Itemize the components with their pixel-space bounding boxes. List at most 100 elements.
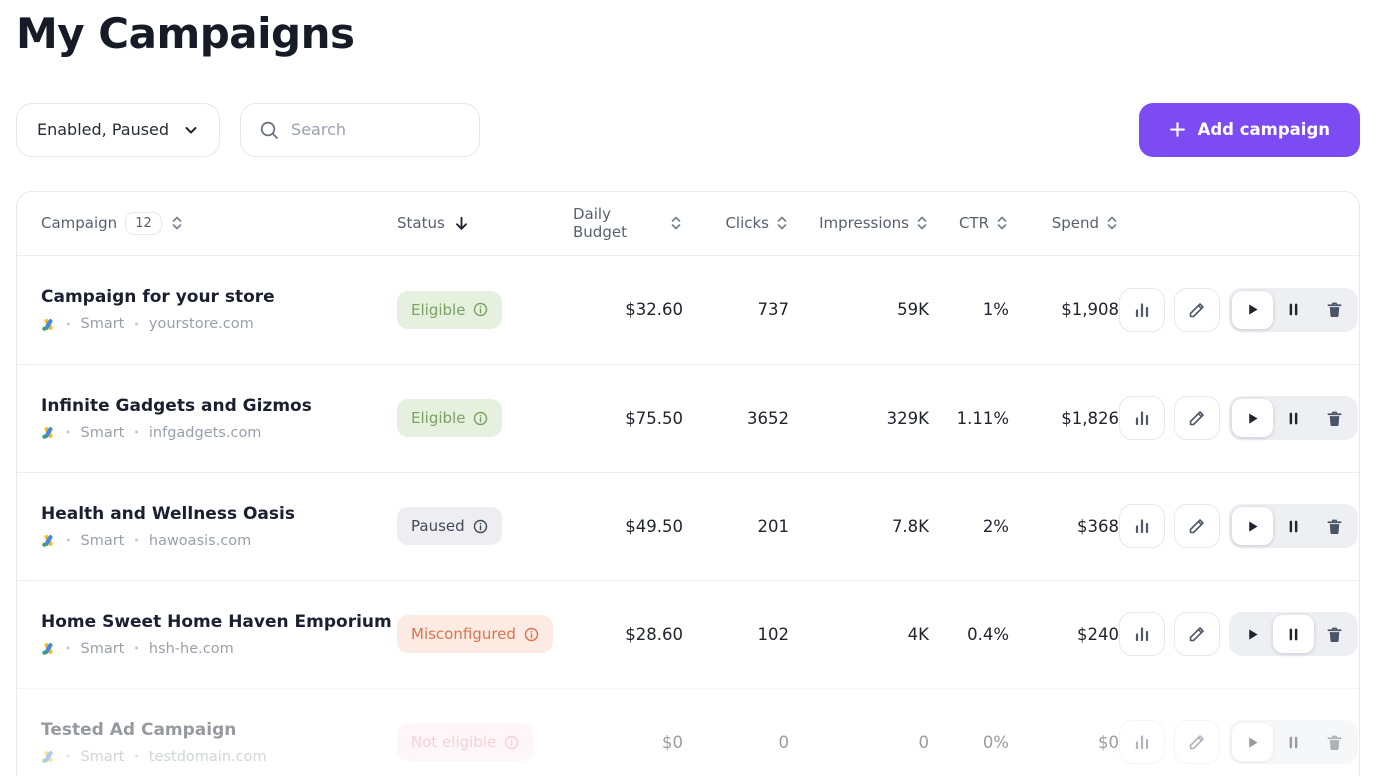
play-button[interactable]	[1232, 615, 1273, 653]
pause-icon	[1286, 302, 1301, 317]
add-campaign-button[interactable]: Add campaign	[1138, 102, 1360, 157]
delete-button[interactable]	[1314, 615, 1355, 653]
stats-button[interactable]	[1119, 720, 1165, 764]
sort-icon[interactable]	[1105, 215, 1119, 231]
campaign-name[interactable]: Health and Wellness Oasis	[41, 503, 295, 524]
info-icon[interactable]	[473, 411, 488, 426]
campaign-cell: Health and Wellness Oasis • Smart • hawo…	[41, 504, 397, 549]
google-ads-icon	[41, 425, 56, 440]
delete-button[interactable]	[1314, 723, 1355, 761]
row-actions	[1119, 287, 1358, 332]
campaign-name[interactable]: Infinite Gadgets and Gizmos	[41, 395, 312, 416]
table-row: Health and Wellness Oasis • Smart • hawo…	[17, 471, 1359, 580]
table-row: Home Sweet Home Haven Emporium • Smart •…	[17, 579, 1359, 688]
table-row: Campaign for your store • Smart • yourst…	[17, 256, 1359, 364]
campaign-count-badge: 12	[125, 211, 162, 235]
clicks-value: 0	[778, 732, 790, 752]
search-input[interactable]	[291, 120, 462, 139]
campaign-domain: infgadgets.com	[148, 424, 262, 441]
search-box[interactable]	[240, 102, 481, 157]
info-icon[interactable]	[473, 519, 488, 534]
ctr-value: 0.4%	[967, 624, 1009, 644]
campaign-cell: Infinite Gadgets and Gizmos • Smart • in…	[41, 396, 397, 441]
daily-budget-value: $75.50	[625, 408, 683, 428]
column-header-ctr[interactable]: CTR	[929, 214, 1009, 232]
add-campaign-label: Add campaign	[1197, 120, 1330, 139]
daily-budget-value: $0	[662, 732, 683, 752]
pause-icon	[1286, 411, 1301, 426]
edit-button[interactable]	[1174, 287, 1220, 332]
column-header-status[interactable]: Status	[397, 214, 573, 232]
edit-button[interactable]	[1174, 504, 1220, 548]
pause-button[interactable]	[1273, 291, 1314, 329]
sort-icon[interactable]	[669, 215, 683, 231]
pencil-icon	[1187, 408, 1207, 428]
edit-button[interactable]	[1174, 396, 1220, 440]
sort-icon[interactable]	[995, 215, 1009, 231]
pause-button[interactable]	[1273, 507, 1314, 545]
campaign-name[interactable]: Home Sweet Home Haven Emporium	[41, 611, 392, 632]
play-button[interactable]	[1232, 723, 1273, 761]
campaign-name[interactable]: Tested Ad Campaign	[41, 719, 237, 740]
column-header-daily-budget[interactable]: Daily Budget	[573, 205, 683, 241]
column-header-clicks[interactable]: Clicks	[683, 214, 789, 232]
bar-chart-icon	[1132, 624, 1152, 644]
page-title: My Campaigns	[16, 9, 355, 58]
pause-icon	[1286, 735, 1301, 750]
ctr-value: 2%	[982, 516, 1009, 536]
stats-button[interactable]	[1119, 396, 1165, 440]
stats-button[interactable]	[1119, 612, 1165, 656]
info-icon[interactable]	[504, 735, 519, 750]
status-filter-value: Enabled, Paused	[37, 120, 170, 139]
pencil-icon	[1187, 300, 1207, 320]
spend-value: $0	[1098, 732, 1119, 752]
campaign-name[interactable]: Campaign for your store	[41, 287, 275, 307]
pause-button[interactable]	[1273, 615, 1314, 653]
campaign-header-label: Campaign	[41, 214, 118, 232]
column-header-spend[interactable]: Spend	[1009, 214, 1119, 232]
info-icon[interactable]	[473, 302, 488, 317]
spend-value: $1,908	[1061, 300, 1119, 319]
campaign-type: Smart	[80, 532, 125, 549]
sort-icon[interactable]	[170, 215, 184, 231]
daily-budget-header-label: Daily Budget	[573, 205, 627, 241]
info-icon[interactable]	[524, 627, 539, 642]
pause-icon	[1286, 627, 1301, 642]
column-header-campaign[interactable]: Campaign 12	[41, 211, 397, 235]
status-header-label: Status	[397, 214, 445, 232]
ctr-value: 0%	[982, 732, 1009, 752]
trash-icon	[1326, 410, 1343, 427]
bar-chart-icon	[1132, 300, 1152, 320]
status-badge: Paused	[397, 507, 502, 545]
pencil-icon	[1187, 624, 1207, 644]
delete-button[interactable]	[1314, 399, 1355, 437]
play-button[interactable]	[1232, 507, 1273, 545]
play-icon	[1245, 302, 1260, 317]
daily-budget-value: $28.60	[625, 624, 683, 644]
stats-button[interactable]	[1119, 287, 1165, 332]
edit-button[interactable]	[1174, 612, 1220, 656]
play-button[interactable]	[1232, 399, 1273, 437]
status-filter-dropdown[interactable]: Enabled, Paused	[16, 102, 221, 157]
arrow-down-icon[interactable]	[453, 215, 470, 232]
pause-button[interactable]	[1273, 723, 1314, 761]
play-button[interactable]	[1232, 290, 1273, 329]
dot-separator: •	[133, 317, 140, 331]
daily-budget-value: $49.50	[625, 516, 683, 536]
stats-button[interactable]	[1119, 504, 1165, 548]
pause-button[interactable]	[1273, 399, 1314, 437]
impressions-value: 4K	[907, 624, 929, 644]
clicks-value: 201	[757, 516, 790, 536]
row-controls	[1229, 396, 1358, 440]
edit-button[interactable]	[1174, 720, 1220, 764]
sort-icon[interactable]	[915, 215, 929, 231]
sort-icon[interactable]	[775, 215, 789, 231]
google-ads-icon	[41, 641, 56, 656]
status-cell: Paused	[397, 507, 573, 545]
column-header-impressions[interactable]: Impressions	[789, 214, 929, 232]
play-icon	[1245, 411, 1260, 426]
play-icon	[1245, 627, 1260, 642]
status-label: Not eligible	[411, 733, 497, 751]
delete-button[interactable]	[1314, 291, 1355, 329]
delete-button[interactable]	[1314, 507, 1355, 545]
